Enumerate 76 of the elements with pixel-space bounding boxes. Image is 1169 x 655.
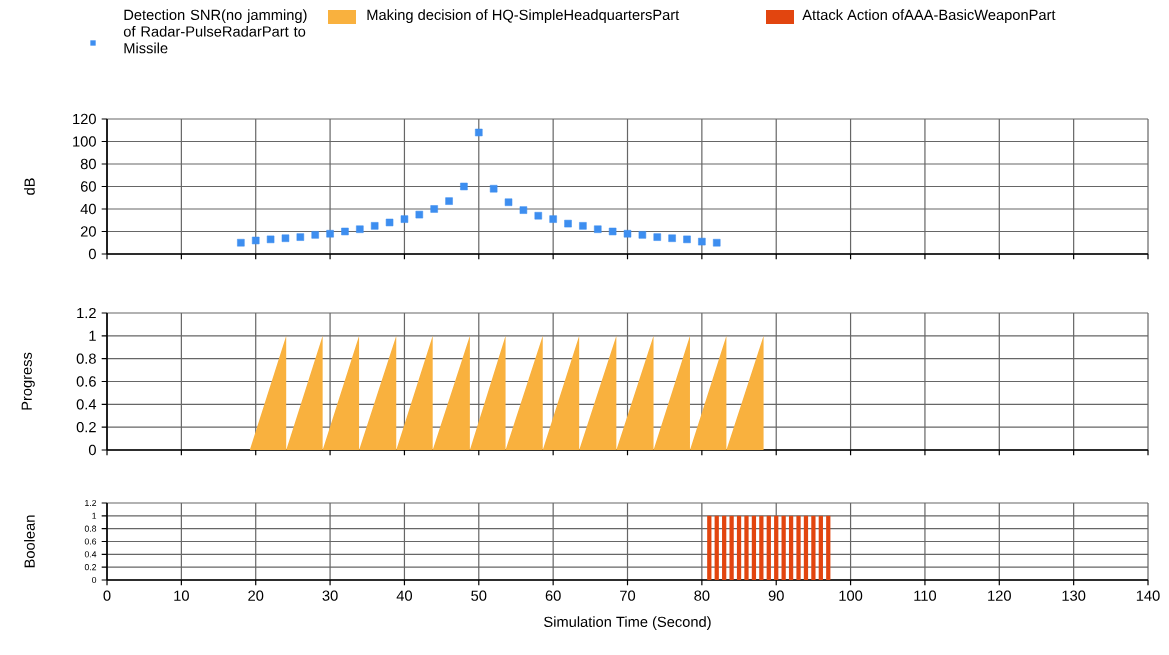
y-tick-label: 0.8 xyxy=(84,525,97,532)
y-tick-label: 20 xyxy=(80,226,96,237)
x-tick-label: 10 xyxy=(174,590,189,601)
point xyxy=(311,231,319,239)
point xyxy=(237,239,245,247)
y-tick-label: 100 xyxy=(73,136,96,147)
y-tick-label: 120 xyxy=(73,113,96,125)
point xyxy=(489,185,498,193)
y-tick-label: 1 xyxy=(92,512,97,519)
point xyxy=(356,225,364,233)
legend-label: Attack Action ofAAA-BasicWeaponPart xyxy=(802,9,1056,23)
y-tick-label: 0 xyxy=(88,444,96,456)
point xyxy=(445,197,453,205)
point xyxy=(549,215,557,223)
y-tick-label: 0 xyxy=(92,576,97,584)
x-tick-label: 50 xyxy=(471,590,487,601)
point xyxy=(281,234,290,242)
y-tick-label: 0.4 xyxy=(76,399,97,410)
point xyxy=(668,234,676,242)
point xyxy=(251,236,260,245)
point xyxy=(370,222,379,230)
point xyxy=(475,128,483,137)
x-tick-label: 30 xyxy=(322,590,338,601)
point xyxy=(683,235,691,244)
y-tick-label: 1.2 xyxy=(77,307,96,319)
x-tick-label: 20 xyxy=(248,590,264,601)
x-tick-label: 130 xyxy=(1062,590,1086,601)
x-axis-title: Simulation Time (Second) xyxy=(544,616,711,630)
point xyxy=(415,210,424,219)
point xyxy=(713,239,721,247)
point xyxy=(519,206,528,214)
y-tick-label: 1.2 xyxy=(85,499,97,507)
legend-label: Making decision of HQ-SimpleHeadquartersPart xyxy=(367,9,680,23)
y-tick-label: 60 xyxy=(80,181,96,192)
y-tick-label: 40 xyxy=(80,203,96,215)
text: Detection SNR(no jamming) of Radar-PulseRadarPart to Missile xyxy=(123,9,307,54)
x-tick-label: 0 xyxy=(103,590,111,601)
point xyxy=(341,227,349,236)
point xyxy=(623,230,632,238)
x-tick-label: 110 xyxy=(914,590,937,601)
point xyxy=(504,198,513,206)
x-tick-label: 60 xyxy=(545,590,561,601)
x-tick-label: 90 xyxy=(768,590,784,601)
y-tick-label: 0.2 xyxy=(76,421,96,433)
x-tick-label: 120 xyxy=(988,590,1011,601)
point xyxy=(266,235,275,244)
y-tick-label: 0.2 xyxy=(84,564,97,571)
point xyxy=(698,237,706,246)
point xyxy=(579,222,587,230)
y-tick-label: 0.4 xyxy=(84,551,97,558)
point xyxy=(534,212,543,220)
point xyxy=(385,218,394,227)
point xyxy=(326,230,334,238)
point xyxy=(594,225,602,233)
y-tick-label: 80 xyxy=(80,158,96,170)
x-tick-label: 140 xyxy=(1136,590,1160,601)
point xyxy=(638,231,647,239)
y-axis-title: Progress xyxy=(21,352,35,410)
point xyxy=(430,205,438,213)
x-tick-label: 70 xyxy=(620,590,636,601)
y-tick-label: 0.6 xyxy=(84,538,97,545)
y-tick-label: 0.8 xyxy=(76,353,96,364)
point xyxy=(653,233,661,241)
y-axis-title: Boolean xyxy=(24,515,35,568)
point xyxy=(608,227,617,236)
x-tick-label: 40 xyxy=(396,590,413,601)
y-tick-label: 1 xyxy=(89,330,96,341)
y-tick-label: 0 xyxy=(88,248,96,260)
x-tick-label: 80 xyxy=(694,590,710,601)
y-axis-title: dB xyxy=(24,178,35,195)
point xyxy=(564,219,572,228)
point xyxy=(296,233,305,241)
y-tick-label: 0.6 xyxy=(76,376,96,387)
point xyxy=(400,215,409,223)
x-tick-label: 100 xyxy=(839,590,863,601)
point xyxy=(460,182,468,191)
